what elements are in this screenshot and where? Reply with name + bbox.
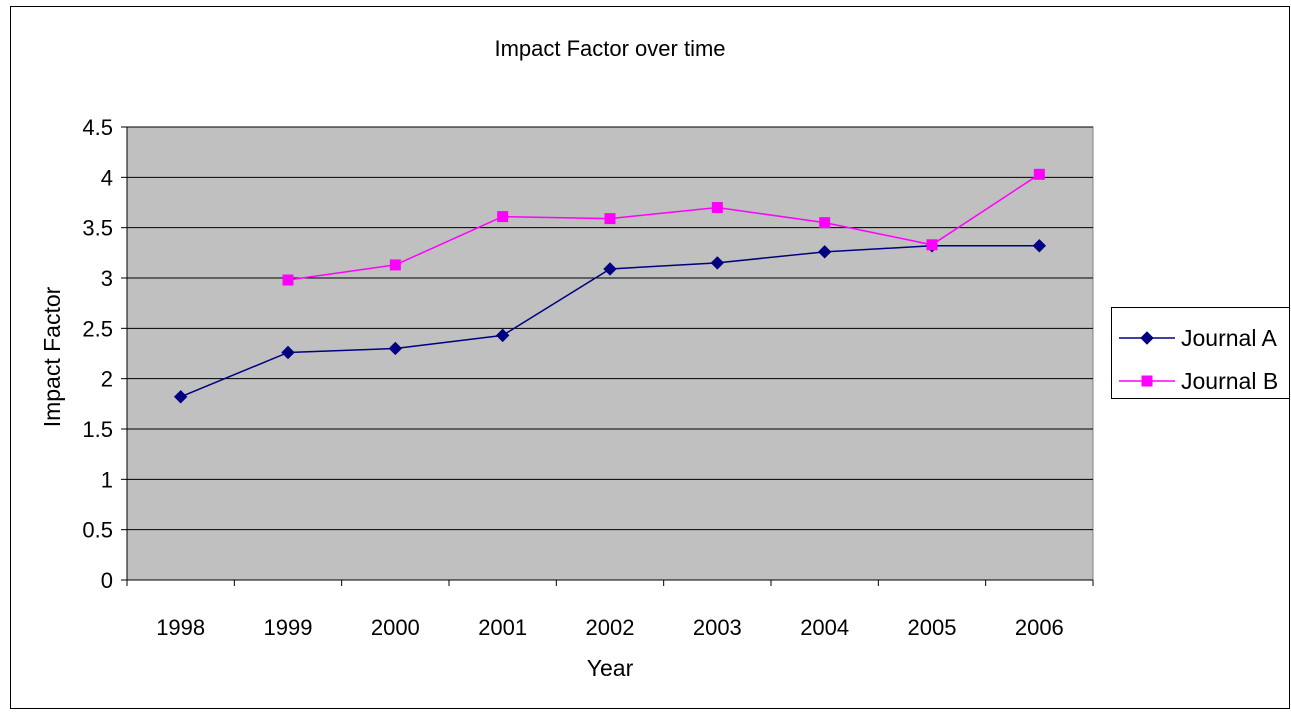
x-tick-label: 2006: [1015, 615, 1064, 640]
data-point: [604, 213, 616, 225]
y-tick-label: 1.5: [82, 417, 113, 442]
gridlines: [127, 126, 1093, 531]
data-point: [819, 217, 831, 229]
y-axis-ticks: 0 0.5 1 1.5 2 2.5 3 3.5 4 4.5: [82, 115, 127, 593]
legend: Journal A Journal B: [1111, 307, 1290, 399]
data-point: [1032, 239, 1047, 253]
y-tick-label: 2.5: [82, 316, 113, 341]
data-point: [710, 256, 725, 270]
y-tick-label: 2: [101, 367, 113, 392]
data-point: [603, 262, 617, 276]
y-tick-label: 4: [101, 165, 113, 190]
x-tick-label: 2004: [800, 615, 849, 640]
legend-marker: [1140, 331, 1154, 345]
data-point: [711, 202, 723, 214]
x-tick-label: 2002: [586, 615, 635, 640]
data-point: [173, 390, 188, 404]
data-point: [495, 328, 510, 343]
y-tick-label: 1: [101, 467, 113, 492]
x-tick-label: 2003: [693, 615, 742, 640]
legend-label: Journal A: [1181, 325, 1278, 351]
series-line: [287, 173, 1040, 281]
plot-area: [126, 126, 1094, 581]
y-tick-label: 4.5: [82, 115, 113, 140]
x-axis-label: Year: [587, 655, 634, 681]
data-point: [282, 274, 294, 286]
y-axis-label: Impact Factor: [39, 286, 65, 427]
legend-entry: Journal A: [1119, 325, 1278, 351]
y-tick-label: 0: [101, 568, 113, 593]
series-2: [282, 168, 1045, 286]
x-tick-label: 2001: [478, 615, 527, 640]
y-tick-label: 3.5: [82, 216, 113, 241]
legend-entry: Journal B: [1119, 368, 1278, 394]
data-point: [926, 239, 938, 251]
data-point: [389, 259, 401, 271]
series-1: [173, 239, 1047, 404]
chart-title: Impact Factor over time: [494, 36, 725, 61]
y-tick-label: 0.5: [82, 518, 113, 543]
x-tick-label: 1999: [264, 615, 313, 640]
x-axis-ticks: 1998 1999 2000 2001 2002 2003 2004 2005 2006: [126, 580, 1094, 640]
y-tick-label: 3: [101, 266, 113, 291]
data-point: [281, 345, 295, 360]
legend-label: Journal B: [1181, 368, 1278, 394]
x-tick-label: 1998: [156, 615, 205, 640]
axes: [126, 127, 1093, 581]
data-point: [817, 245, 832, 259]
data-point: [388, 341, 403, 356]
x-tick-label: 2000: [371, 615, 420, 640]
series-layer: [173, 168, 1047, 404]
data-point: [1033, 168, 1045, 180]
legend-marker: [1141, 375, 1153, 387]
x-tick-label: 2005: [908, 615, 957, 640]
legend-box: [1111, 307, 1290, 399]
data-point: [497, 211, 509, 223]
